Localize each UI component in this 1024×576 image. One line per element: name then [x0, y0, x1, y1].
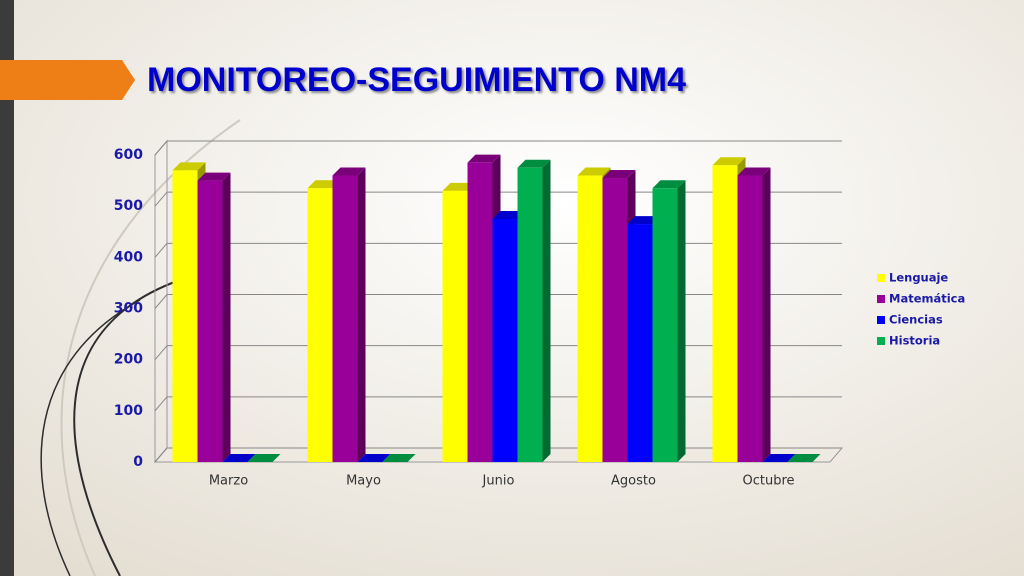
y-tick-label: 0 [133, 454, 143, 470]
bar-top [712, 157, 746, 166]
bar-top [382, 454, 416, 462]
bar [492, 218, 518, 462]
bar-side [542, 159, 551, 462]
x-tick-label: Mayo [346, 474, 381, 489]
grid-line-side [154, 396, 168, 412]
bar [577, 175, 603, 462]
bar-top [247, 454, 281, 462]
y-tick-label: 200 [114, 352, 143, 368]
grid-line-side [154, 243, 168, 258]
bar-top [787, 454, 821, 462]
bar-top [172, 162, 206, 171]
bar [197, 180, 223, 463]
bar-top [442, 182, 476, 191]
x-tick-label: Octubre [742, 474, 794, 489]
bar-top [762, 454, 796, 462]
legend-swatch [877, 274, 885, 282]
bar-top [652, 180, 686, 189]
left-strip [0, 0, 14, 576]
bar [442, 190, 468, 463]
bar-side [357, 167, 366, 462]
bar-top [517, 159, 551, 168]
x-tick-label: Junio [482, 474, 515, 489]
legend-swatch [877, 337, 885, 345]
bar [627, 224, 653, 462]
legend-label: Lenguaje [889, 271, 948, 285]
bar-side [762, 167, 771, 462]
bar-top [467, 154, 501, 163]
title-arrow [0, 60, 135, 100]
bar-top [197, 172, 231, 181]
bar-top [332, 167, 366, 176]
bar-top [737, 167, 771, 176]
bar [307, 188, 333, 462]
decor-curves [40, 119, 241, 576]
bar [467, 162, 493, 463]
bar-top [602, 170, 636, 179]
bar-top [357, 454, 391, 462]
grid-line-side [154, 447, 168, 463]
bar-top [577, 167, 611, 176]
bar-side [677, 180, 686, 462]
bar-top [627, 216, 661, 225]
legend-swatch [877, 316, 885, 324]
x-tick-label: Agosto [611, 474, 656, 489]
y-tick-label: 100 [114, 403, 143, 419]
bar [517, 167, 543, 462]
legend-swatch [877, 295, 885, 303]
legend-label: Ciencias [889, 313, 943, 327]
grid-line-side [154, 140, 168, 156]
bar [602, 178, 628, 462]
bar [712, 165, 738, 462]
legend-label: Matemática [889, 292, 965, 306]
bar-top [222, 454, 256, 462]
grid-line-side [154, 345, 168, 360]
bar [332, 175, 358, 462]
bar [652, 188, 678, 462]
bar [737, 175, 763, 462]
y-tick-label: 300 [114, 301, 143, 317]
grid-line-side [154, 191, 168, 207]
bar-side [222, 172, 231, 463]
y-tick-label: 500 [114, 198, 143, 214]
bar-top [307, 180, 341, 189]
y-tick-label: 400 [114, 249, 143, 265]
legend-label: Historia [889, 334, 940, 348]
y-tick-label: 600 [114, 147, 143, 163]
bar [172, 170, 198, 462]
x-tick-label: Marzo [209, 474, 248, 489]
bar-top [492, 210, 526, 219]
grid-line-side [154, 294, 168, 309]
chart-title: MONITOREO-SEGUIMIENTO NM4 [147, 61, 686, 99]
